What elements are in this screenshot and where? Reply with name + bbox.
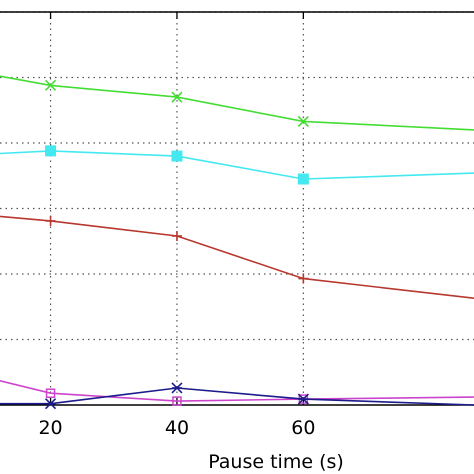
series-1-point-4 [297,115,309,127]
series-5-point-2 [44,398,57,410]
series-2-point-2 [45,145,57,157]
series-5-point-4 [297,393,309,405]
series-4-line [0,380,474,402]
series-2-point-3 [171,150,183,162]
series-4-point-3 [172,396,182,406]
series-4-point-2 [45,388,56,398]
series-5-point-3 [171,382,183,394]
series-3 [0,215,474,299]
series-1 [0,75,474,131]
plot-frame [0,11,474,406]
x-tick-label-2: 40 [165,417,189,439]
x-tick-label-1: 20 [38,417,62,439]
series-5 [0,382,474,410]
x-tick-labels: 20 40 60 [38,417,315,439]
series-1-point-2 [44,79,57,91]
series-3-point-3 [171,231,182,242]
series-3-point-2 [45,215,56,226]
series-2-line [0,150,474,180]
series-5-line [0,387,474,406]
x-tick-label-3: 60 [291,417,315,439]
series-3-line [0,215,474,299]
series-1-point-3 [171,91,183,103]
x-axis-label: Pause time (s) [208,451,344,473]
series-2-point-4 [297,173,309,185]
series-1-line [0,75,474,131]
series-2 [0,145,474,185]
series-layer [0,75,474,410]
grid-lines [0,11,474,405]
series-3-point-4 [298,273,309,284]
